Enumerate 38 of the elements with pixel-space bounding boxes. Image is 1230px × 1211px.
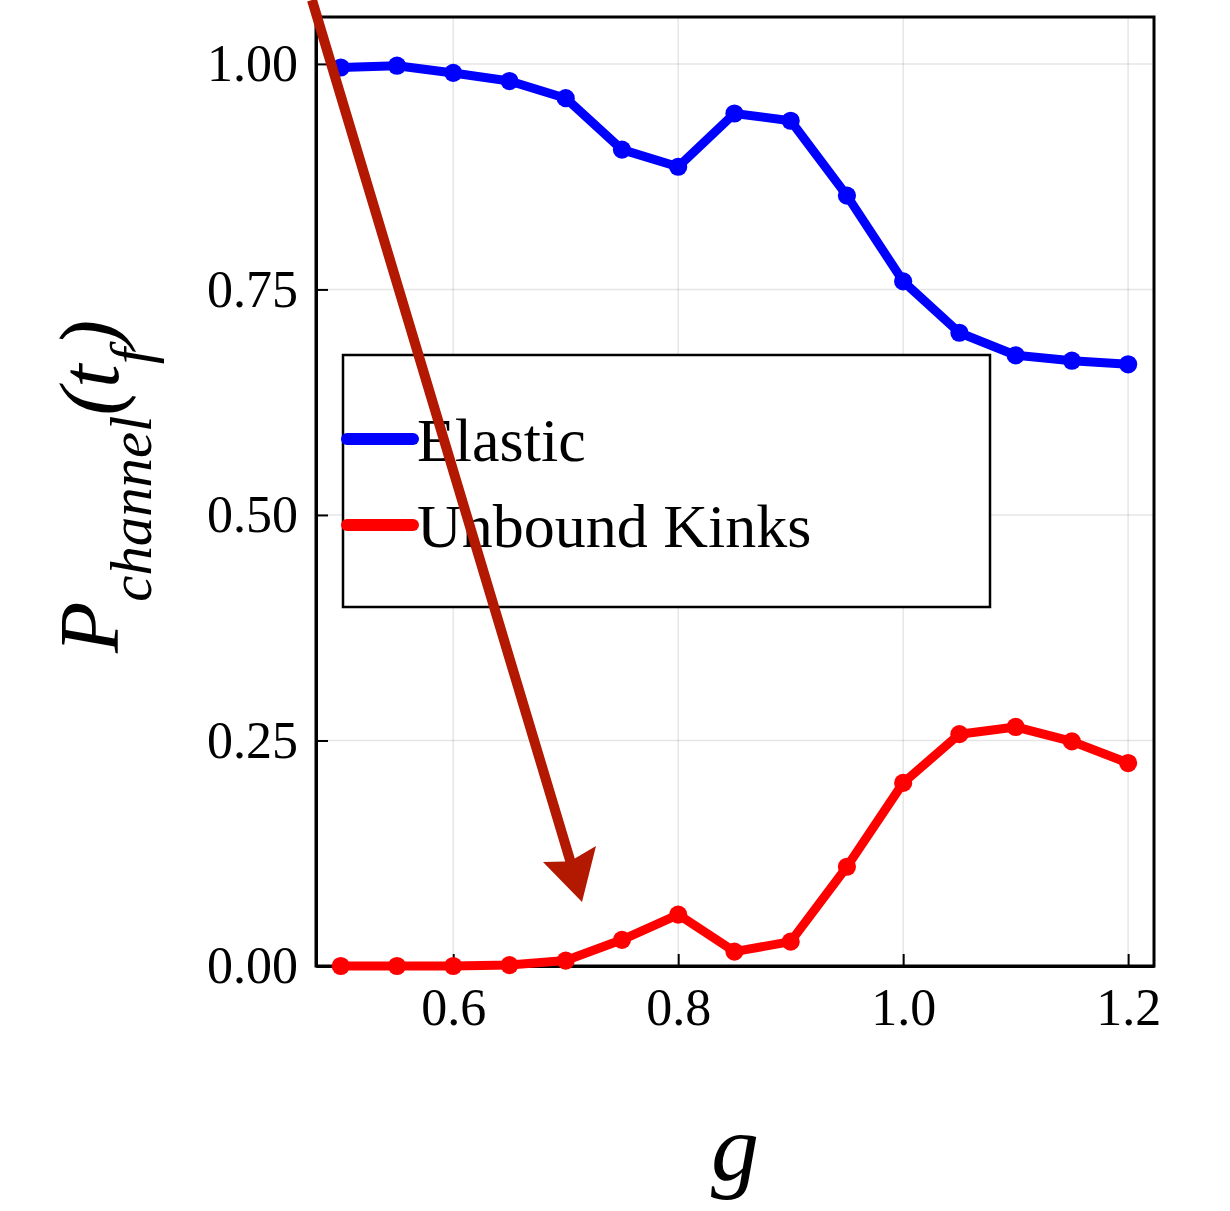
point <box>444 63 463 83</box>
point <box>950 323 969 342</box>
point <box>781 932 800 951</box>
point <box>1006 717 1025 737</box>
point <box>500 71 519 91</box>
point <box>612 930 632 949</box>
point <box>837 857 857 876</box>
point <box>894 272 913 291</box>
x-tick-label: 1.0 <box>871 978 937 1036</box>
point <box>331 956 350 976</box>
point <box>781 111 800 130</box>
x-tick-label: 0.6 <box>421 978 487 1036</box>
point <box>725 104 744 123</box>
point <box>556 951 575 970</box>
point <box>556 89 575 108</box>
y-tick-label: 0.50 <box>207 486 298 544</box>
x-axis-title: g <box>711 1094 759 1201</box>
point <box>500 956 519 975</box>
point <box>669 157 688 176</box>
point <box>894 773 913 792</box>
point <box>950 725 969 744</box>
point <box>1119 355 1138 374</box>
y-tick-label: 0.00 <box>207 937 298 995</box>
point <box>1119 753 1138 773</box>
point <box>1062 732 1081 751</box>
point <box>387 956 407 976</box>
y-tick-label: 0.75 <box>207 260 298 318</box>
x-tick-label: 1.2 <box>1096 978 1162 1036</box>
point <box>725 942 744 961</box>
point <box>1006 346 1025 365</box>
point <box>669 905 688 924</box>
point <box>612 140 632 159</box>
x-tick-label: 0.8 <box>646 978 712 1036</box>
point <box>1062 351 1081 370</box>
y-tick-label: 0.25 <box>207 711 298 769</box>
y-tick-label: 1.00 <box>207 35 298 93</box>
point <box>387 56 407 75</box>
point <box>837 186 857 205</box>
